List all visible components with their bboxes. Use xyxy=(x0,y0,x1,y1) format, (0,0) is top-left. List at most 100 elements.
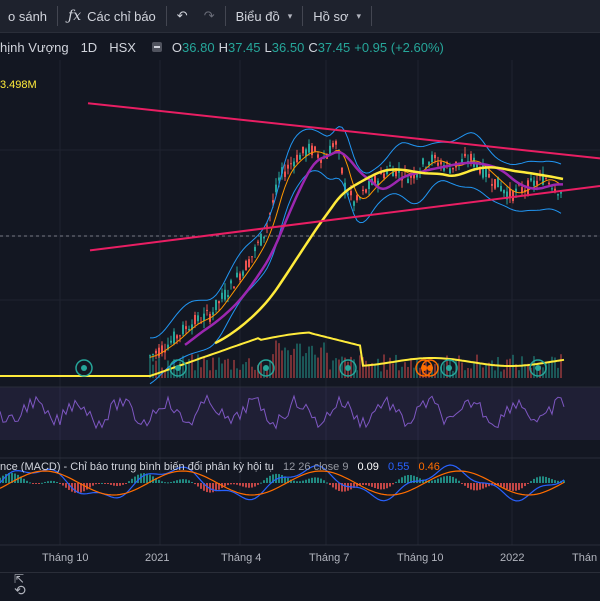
macd-hist-bar xyxy=(158,479,160,483)
volume-bar xyxy=(194,370,196,378)
macd-hist-bar xyxy=(299,481,301,483)
volume-bar xyxy=(314,354,316,378)
macd-hist-bar xyxy=(185,479,187,483)
macd-hist-bar xyxy=(554,480,556,483)
candle-body xyxy=(308,143,310,153)
candle-body xyxy=(296,154,298,163)
candle-body xyxy=(449,168,451,174)
candle-body xyxy=(218,301,220,304)
candle-body xyxy=(227,295,229,297)
volume-bar xyxy=(365,360,367,378)
volume-bar xyxy=(419,367,421,378)
volume-bar xyxy=(527,363,529,378)
candle-body xyxy=(476,162,478,168)
symbol-name[interactable]: hịnh Vượng xyxy=(0,39,69,55)
candle-body xyxy=(317,154,319,158)
macd-hist-bar xyxy=(140,473,142,483)
candle-body xyxy=(395,168,397,177)
candle-body xyxy=(332,143,334,147)
volume-bar xyxy=(263,367,265,378)
signal-dot xyxy=(427,365,433,371)
profile-label: Hồ sơ xyxy=(313,8,349,24)
volume-bar xyxy=(200,367,202,378)
macd-hist-bar xyxy=(191,481,193,483)
macd-hist-bar xyxy=(320,478,322,483)
macd-hist-bar xyxy=(29,482,31,484)
volume-bar xyxy=(416,359,418,378)
candle-body xyxy=(542,173,544,185)
candle-body xyxy=(461,159,463,164)
volume-bar xyxy=(335,358,337,378)
trendline-lower[interactable] xyxy=(89,185,600,252)
macd-hist-bar xyxy=(470,483,472,490)
volume-bar xyxy=(464,370,466,378)
volume-bar xyxy=(320,347,322,378)
volume-bar xyxy=(308,346,310,378)
profile-button[interactable]: Hồ sơ ▾ xyxy=(305,0,369,32)
macd-hist-bar xyxy=(422,479,424,483)
volume-bar xyxy=(407,366,409,378)
macd-hist-bar xyxy=(413,475,415,483)
volume-bar xyxy=(254,369,256,378)
macd-line xyxy=(0,464,565,502)
macd-hist-bar xyxy=(308,478,310,483)
macd-hist-bar xyxy=(245,483,247,488)
candle-body xyxy=(284,171,286,177)
macd-hist-bar xyxy=(290,479,292,483)
macd-hist-bar xyxy=(530,481,532,483)
undo-button[interactable]: ↶ xyxy=(169,0,196,32)
macd-hist-bar xyxy=(344,483,346,492)
macd-hist-bar xyxy=(83,483,85,492)
volume-bar xyxy=(371,363,373,378)
candle-body xyxy=(272,200,274,203)
volume-bar xyxy=(488,362,490,378)
volume-bar xyxy=(281,350,283,378)
macd-hist-bar xyxy=(206,483,208,493)
candle-body xyxy=(299,154,301,160)
replay-icon[interactable]: ⟲ xyxy=(14,582,26,598)
macd-hist-bar xyxy=(545,476,547,483)
signal-dot xyxy=(175,365,181,371)
volume-bar xyxy=(218,357,220,378)
collapse-icon[interactable] xyxy=(151,42,162,52)
candle-body xyxy=(257,241,259,243)
macd-hist-bar xyxy=(353,483,355,488)
volume-bar xyxy=(251,366,253,378)
macd-hist-bar xyxy=(50,480,52,483)
macd-value-signal: 0.46 xyxy=(418,461,440,473)
chart-type-button[interactable]: Biểu đồ ▾ xyxy=(228,0,301,32)
trendline-upper[interactable] xyxy=(87,102,600,160)
volume-bar xyxy=(242,364,244,378)
macd-hist-bar xyxy=(440,477,442,483)
indicators-label: Các chỉ báo xyxy=(87,8,156,24)
top-toolbar: o sánh ƒx Các chỉ báo ↶ ↷ Biểu đồ ▾ Hồ sơ ▾ xyxy=(0,0,600,33)
macd-hist-bar xyxy=(326,482,328,484)
candle-body xyxy=(482,163,484,178)
candle-body xyxy=(215,299,217,310)
redo-button[interactable]: ↷ xyxy=(196,0,223,32)
macd-hist-bar xyxy=(467,483,469,488)
candle-body xyxy=(182,324,184,335)
macd-hist-bar xyxy=(563,480,565,483)
signal-circle xyxy=(257,359,275,377)
macd-hist-bar xyxy=(371,483,373,487)
fit-icon[interactable]: ⇱ xyxy=(14,572,25,586)
candle-body xyxy=(389,165,391,167)
volume-value-label: 3.498M xyxy=(0,79,37,91)
indicators-button[interactable]: ƒx Các chỉ báo xyxy=(60,0,164,32)
macd-hist-bar xyxy=(311,477,313,483)
candle-body xyxy=(365,189,367,193)
candle-body xyxy=(263,236,265,239)
volume-bar xyxy=(221,363,223,378)
high-key: H xyxy=(218,39,228,55)
macd-name: nce (MACD) - Chỉ báo trung bình biến đổi… xyxy=(0,461,274,473)
compare-button[interactable]: o sánh xyxy=(0,0,55,32)
macd-hist-bar xyxy=(101,482,103,484)
macd-hist-bar xyxy=(287,478,289,483)
macd-hist-bar xyxy=(497,483,499,486)
macd-hist-bar xyxy=(434,479,436,483)
macd-hist-bar xyxy=(236,483,238,485)
macd-hist-bar xyxy=(275,473,277,483)
interval-label[interactable]: 1D xyxy=(80,39,98,55)
